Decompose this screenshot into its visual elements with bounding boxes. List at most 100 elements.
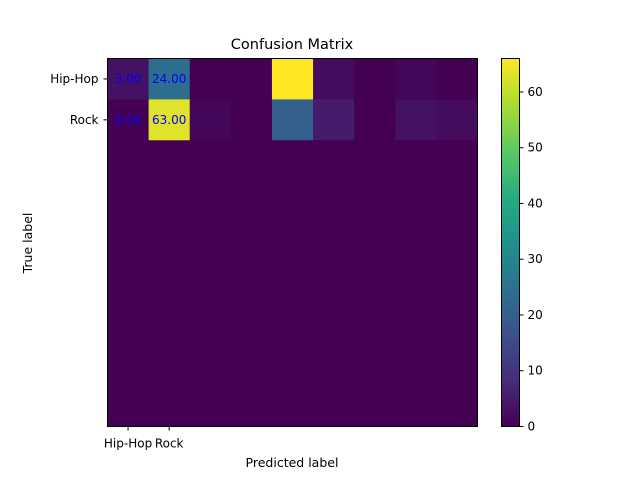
heatmap-cell xyxy=(313,344,355,387)
heatmap-cell xyxy=(148,140,191,182)
heatmap-cell xyxy=(436,181,478,223)
heatmap-cell xyxy=(107,181,150,223)
heatmap-cell xyxy=(354,222,396,264)
heatmap-cell xyxy=(313,140,355,182)
heatmap-cell xyxy=(148,262,191,305)
colorbar-tick-label: 20 xyxy=(528,308,543,322)
colorbar-tick-label: 0 xyxy=(528,420,536,434)
x-tick-label: Hip-Hop xyxy=(104,437,152,451)
plot-frame xyxy=(107,58,478,427)
colorbar-tick-label: 10 xyxy=(528,364,543,378)
heatmap-cell xyxy=(395,344,437,387)
heatmap-cell xyxy=(148,303,191,346)
heatmap-cell xyxy=(354,303,396,346)
heatmap-cell xyxy=(107,262,150,305)
heatmap-cell xyxy=(271,385,314,427)
colorbar-tick-label: 60 xyxy=(528,85,543,99)
heatmap-cell xyxy=(230,385,273,427)
heatmap-cell xyxy=(189,344,232,387)
heatmap-cell xyxy=(271,303,314,346)
y-axis-ticks: Hip-Hop Rock xyxy=(50,72,108,127)
heatmap-cell xyxy=(189,385,232,427)
heatmap-cell xyxy=(107,99,150,141)
x-axis-ticks: Hip-Hop Rock xyxy=(104,426,184,451)
heatmap-cell xyxy=(395,58,437,100)
heatmap-cell xyxy=(148,99,191,141)
heatmap-cell xyxy=(354,181,396,223)
heatmap-cell xyxy=(436,303,478,346)
x-axis-label: Predicted label xyxy=(246,455,339,470)
heatmap-cell xyxy=(189,303,232,346)
heatmap-cell xyxy=(107,385,150,427)
colorbar xyxy=(501,58,520,427)
heatmap-cell xyxy=(313,385,355,427)
chart-title: Confusion Matrix xyxy=(231,37,354,53)
cell-annotations: 3.00 24.00 0.00 63.00 xyxy=(115,72,187,127)
heatmap-cell xyxy=(148,344,191,387)
heatmap-cell xyxy=(354,262,396,305)
heatmap-cell xyxy=(189,262,232,305)
heatmap-cell xyxy=(271,344,314,387)
heatmap-cell xyxy=(107,303,150,346)
heatmap-cell xyxy=(436,140,478,182)
cell-value-label: 0.00 xyxy=(115,113,142,127)
heatmap-cell xyxy=(436,262,478,305)
heatmap-cell xyxy=(107,344,150,387)
heatmap-grid xyxy=(107,58,478,427)
heatmap-cell xyxy=(395,222,437,264)
heatmap-cell xyxy=(230,99,273,141)
colorbar-tick-label: 50 xyxy=(528,141,543,155)
heatmap-cell xyxy=(354,58,396,100)
heatmap-cell xyxy=(230,262,273,305)
heatmap-cell xyxy=(313,222,355,264)
heatmap-cell xyxy=(148,181,191,223)
heatmap-cell xyxy=(189,222,232,264)
heatmap-cell xyxy=(271,181,314,223)
heatmap-cell xyxy=(148,58,191,100)
heatmap-cell xyxy=(436,222,478,264)
heatmap-cell xyxy=(395,140,437,182)
heatmap-cell xyxy=(107,222,150,264)
heatmap-cell xyxy=(313,99,355,141)
colorbar-ticks: 0 10 20 30 40 50 60 xyxy=(519,85,543,434)
heatmap-cell xyxy=(313,262,355,305)
heatmap-cell xyxy=(395,303,437,346)
heatmap-cell xyxy=(107,58,150,100)
heatmap-cell xyxy=(395,181,437,223)
heatmap-cell xyxy=(354,344,396,387)
cell-value-label: 63.00 xyxy=(152,113,186,127)
heatmap-cell xyxy=(436,385,478,427)
y-axis-label: True label xyxy=(20,213,35,275)
heatmap-cell xyxy=(354,385,396,427)
heatmap-cell xyxy=(271,140,314,182)
x-tick-label: Rock xyxy=(155,437,184,451)
cell-value-label: 3.00 xyxy=(115,72,142,86)
y-tick-label: Rock xyxy=(70,113,99,127)
heatmap-cell xyxy=(230,222,273,264)
colorbar-tick-label: 30 xyxy=(528,252,543,266)
heatmap-cell xyxy=(189,58,232,100)
heatmap-cell xyxy=(189,140,232,182)
heatmap-cell xyxy=(313,58,355,100)
heatmap-cell xyxy=(230,181,273,223)
heatmap-cell xyxy=(271,222,314,264)
heatmap-cell xyxy=(271,262,314,305)
heatmap-cell xyxy=(436,58,478,100)
heatmap-cell xyxy=(354,99,396,141)
heatmap-cell xyxy=(271,99,314,141)
heatmap-cell xyxy=(189,99,232,141)
heatmap-cell xyxy=(436,99,478,141)
heatmap-cell xyxy=(189,181,232,223)
heatmap-cell xyxy=(230,58,273,100)
heatmap-cell xyxy=(107,140,150,182)
heatmap-cell xyxy=(354,140,396,182)
heatmap-cell xyxy=(271,58,314,100)
heatmap-cell xyxy=(313,303,355,346)
heatmap-cell xyxy=(148,385,191,427)
heatmap-cell xyxy=(395,99,437,141)
heatmap-cell xyxy=(230,140,273,182)
heatmap-cell xyxy=(395,385,437,427)
y-tick-label: Hip-Hop xyxy=(50,72,98,86)
cell-value-label: 24.00 xyxy=(152,72,186,86)
